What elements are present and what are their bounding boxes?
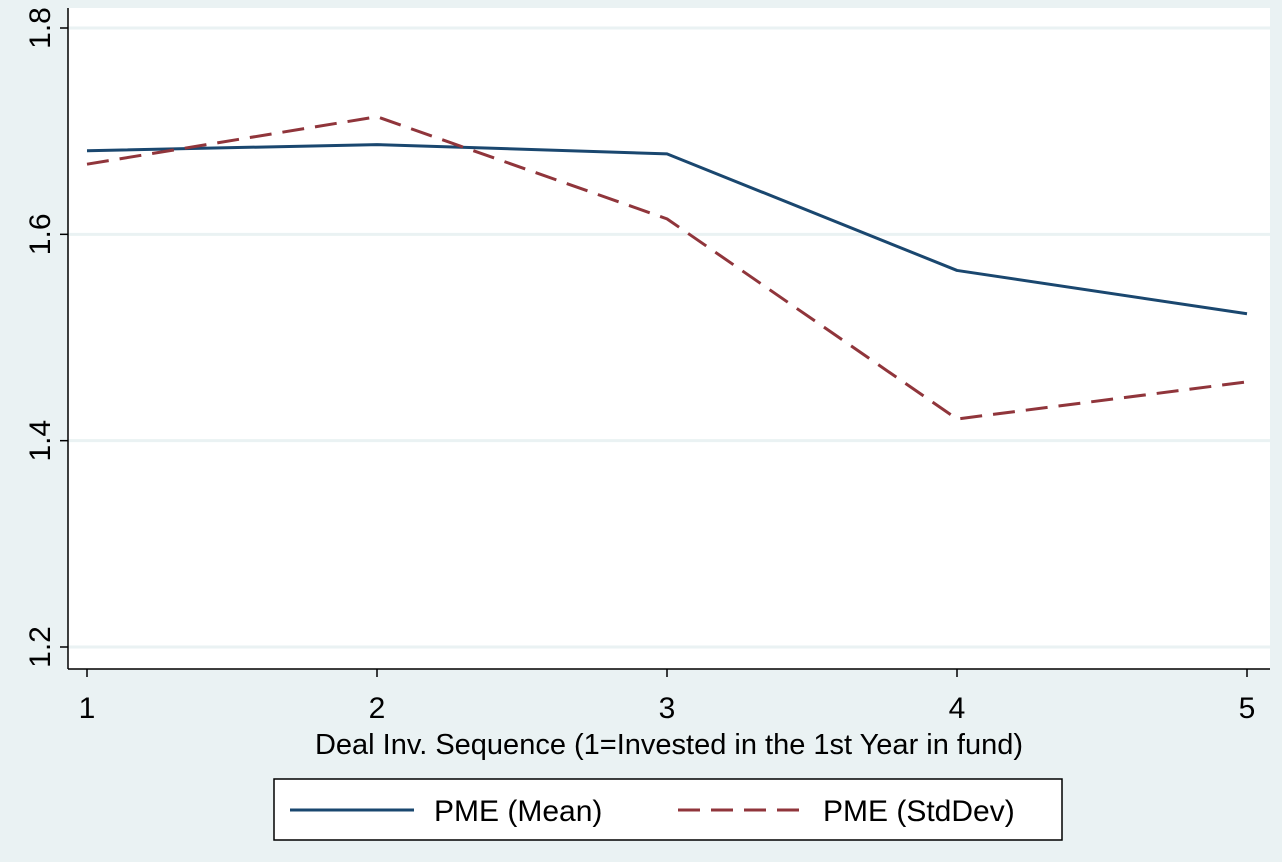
y-tick-label: 1.2: [24, 626, 57, 668]
y-tick-label: 1.8: [24, 7, 57, 49]
x-axis-label: Deal Inv. Sequence (1=Invested in the 1s…: [315, 729, 1023, 761]
axes: [67, 8, 1270, 670]
x-tick-label: 4: [949, 692, 966, 725]
series-lines: [86, 115, 1248, 421]
y-tick-label: 1.4: [24, 420, 57, 462]
x-tick-label: 2: [369, 692, 386, 725]
x-tick-label: 5: [1239, 692, 1256, 725]
legend-label-pme-stddev: PME (StdDev): [823, 795, 1015, 828]
gridlines: [68, 26, 1270, 649]
plot-area: [68, 8, 1270, 669]
y-axis-ticks: 1.2 1.4 1.6 1.8: [24, 7, 68, 668]
legend: PME (Mean) PME (StdDev): [273, 778, 1063, 841]
y-tick-label: 1.6: [24, 213, 57, 255]
legend-label-pme-mean: PME (Mean): [434, 795, 602, 828]
x-tick-label: 3: [659, 692, 676, 725]
x-axis-ticks: 1 2 3 4 5: [79, 669, 1256, 725]
x-tick-label: 1: [79, 692, 96, 725]
